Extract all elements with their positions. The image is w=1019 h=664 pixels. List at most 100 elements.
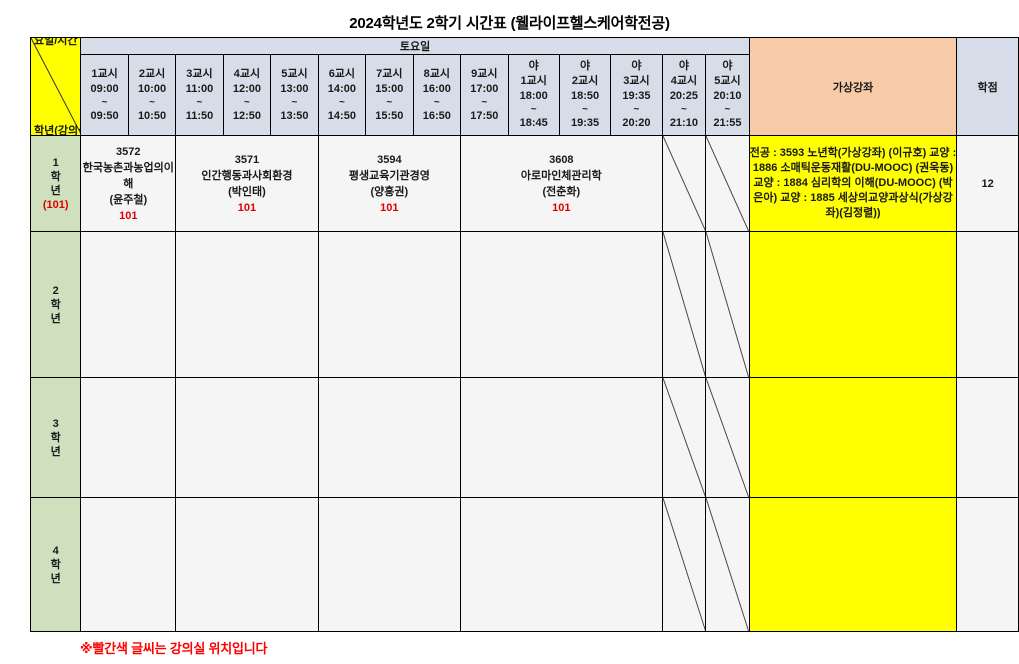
period-end: 19:35 bbox=[570, 117, 600, 129]
diagonal-line-icon bbox=[663, 232, 705, 377]
period-header-9: 9교시 17:00 ~ 17:50 bbox=[460, 54, 509, 136]
empty-slot[interactable] bbox=[175, 497, 319, 632]
period-end: 17:50 bbox=[470, 109, 499, 122]
period-tilde: ~ bbox=[433, 96, 440, 108]
period-tilde: ~ bbox=[101, 96, 108, 108]
period-name: 1교시 bbox=[520, 75, 547, 87]
period-name: 1교시 bbox=[91, 67, 118, 80]
period-end: 13:50 bbox=[280, 109, 309, 122]
period-header-1: 1교시 09:00 ~ 09:50 bbox=[80, 54, 129, 136]
period-tilde: ~ bbox=[530, 104, 537, 115]
diagonal-line-icon bbox=[31, 38, 80, 133]
year-room: (101) bbox=[42, 198, 69, 211]
night-prefix: 야 bbox=[631, 60, 642, 72]
credit-cell bbox=[956, 497, 1019, 632]
year-char-hak: 학 bbox=[50, 558, 61, 571]
empty-slot[interactable] bbox=[80, 497, 177, 632]
course-room: 101 bbox=[380, 201, 399, 214]
period-start: 18:00 bbox=[519, 90, 548, 102]
credit-cell bbox=[956, 377, 1019, 498]
empty-slot[interactable] bbox=[460, 497, 663, 632]
course-code: 3608 bbox=[549, 153, 574, 166]
period-start: 20:25 bbox=[669, 90, 698, 102]
year-number: 3 bbox=[52, 417, 59, 430]
course-professor: (박인태) bbox=[228, 185, 266, 198]
period-name: 4교시 bbox=[670, 75, 698, 87]
year-number: 4 bbox=[52, 544, 59, 557]
year-number: 2 bbox=[52, 284, 59, 297]
course-cell[interactable]: 3571 인간행동과사회환경 (박인태) 101 bbox=[175, 135, 319, 232]
period-start: 10:00 bbox=[137, 82, 167, 95]
page-title: 2024학년도 2학기 시간표 (웰라이프헬스케어학전공) bbox=[349, 15, 670, 32]
diagonal-line-icon bbox=[706, 136, 749, 231]
year-label-3: 3 학 년 bbox=[29, 377, 82, 498]
course-professor: (윤주철) bbox=[109, 193, 148, 206]
period-name: 3교시 bbox=[623, 75, 650, 87]
course-cell[interactable]: 3594 평생교육기관경영 (양흥권) 101 bbox=[317, 135, 462, 232]
empty-slot[interactable] bbox=[460, 377, 663, 498]
period-name: 6교시 bbox=[328, 67, 356, 80]
year-label-1: 1 학 년 (101) bbox=[29, 135, 82, 232]
course-cell[interactable]: 3572 한국농촌과농업의이해 (윤주철) 101 bbox=[80, 135, 177, 232]
virtual-course-cell[interactable] bbox=[748, 377, 958, 498]
period-name: 4교시 bbox=[233, 67, 261, 80]
period-header-3: 3교시 11:00 ~ 11:50 bbox=[175, 54, 224, 136]
period-end: 10:50 bbox=[137, 109, 167, 122]
empty-slot[interactable] bbox=[317, 231, 462, 378]
credit-header: 학점 bbox=[956, 37, 1019, 136]
virtual-course-cell[interactable] bbox=[748, 497, 958, 632]
course-code: 3594 bbox=[377, 153, 402, 166]
empty-slot-night-4 bbox=[661, 377, 707, 498]
empty-slot-night-4 bbox=[661, 231, 707, 378]
period-tilde: ~ bbox=[291, 96, 298, 108]
period-header-night-2: 야 2교시 18:50 ~ 19:35 bbox=[558, 54, 612, 136]
empty-slot[interactable] bbox=[460, 231, 663, 378]
period-name: 7교시 bbox=[376, 67, 403, 80]
period-start: 15:00 bbox=[375, 82, 404, 95]
header-day-row: 요일/시간 학년(강의실) 토요일 가상강좌 학점 bbox=[29, 37, 1019, 136]
period-header-2: 2교시 10:00 ~ 10:50 bbox=[127, 54, 177, 136]
virtual-course-cell[interactable] bbox=[748, 231, 958, 378]
empty-slot[interactable] bbox=[80, 377, 177, 498]
period-start: 20:10 bbox=[713, 90, 742, 102]
course-room: 101 bbox=[119, 209, 138, 222]
course-code: 3572 bbox=[116, 145, 141, 158]
period-end: 14:50 bbox=[327, 109, 356, 122]
period-tilde: ~ bbox=[338, 96, 345, 108]
period-header-7: 7교시 15:00 ~ 15:50 bbox=[365, 54, 414, 136]
diagonal-line-icon bbox=[663, 378, 705, 497]
period-start: 17:00 bbox=[470, 82, 499, 95]
period-header-5: 5교시 13:00 ~ 13:50 bbox=[270, 54, 319, 136]
course-cell[interactable]: 3608 아로마인체관리학 (전춘화) 101 bbox=[460, 135, 663, 232]
period-header-night-1: 야 1교시 18:00 ~ 18:45 bbox=[507, 54, 560, 136]
empty-slot[interactable] bbox=[175, 377, 319, 498]
empty-slot-night-5 bbox=[705, 497, 750, 632]
period-name: 5교시 bbox=[714, 75, 741, 87]
period-header-night-3: 야 3교시 19:35 ~ 20:20 bbox=[610, 54, 663, 136]
virtual-course-cell[interactable]: 전공 : 3593 노년학(가상강좌) (이규호) 교양 : 1886 소매틱운… bbox=[748, 135, 958, 232]
period-end: 16:50 bbox=[422, 109, 451, 122]
period-end: 21:55 bbox=[713, 117, 742, 129]
empty-slot[interactable] bbox=[317, 377, 462, 498]
empty-slot[interactable] bbox=[175, 231, 319, 378]
period-start: 18:50 bbox=[570, 90, 600, 102]
empty-slot[interactable] bbox=[317, 497, 462, 632]
corner-bottom-label: 학년(강의실) bbox=[34, 125, 80, 136]
day-header: 토요일 bbox=[80, 37, 750, 55]
table-row: 1 학 년 (101) 3572 한국농촌과농업의이해 (윤주철) 101 35… bbox=[29, 135, 1019, 232]
diagonal-line-icon bbox=[706, 378, 749, 497]
night-prefix: 야 bbox=[528, 60, 539, 72]
credit-cell bbox=[956, 231, 1019, 378]
period-header-night-4: 야 4교시 20:25 ~ 21:10 bbox=[661, 54, 707, 136]
period-tilde: ~ bbox=[633, 104, 640, 115]
period-name: 8교시 bbox=[423, 67, 450, 80]
course-room: 101 bbox=[552, 201, 571, 214]
period-name: 5교시 bbox=[281, 67, 308, 80]
year-char-nyeon: 년 bbox=[50, 445, 61, 458]
timetable: 요일/시간 학년(강의실) 토요일 가상강좌 학점 1교시 09:00 ~ 09… bbox=[29, 37, 1019, 632]
period-header-6: 6교시 14:00 ~ 14:50 bbox=[317, 54, 367, 136]
year-char-nyeon: 년 bbox=[50, 572, 61, 585]
empty-slot[interactable] bbox=[80, 231, 177, 378]
period-start: 14:00 bbox=[327, 82, 356, 95]
table-row: 2 학 년 bbox=[29, 231, 1019, 378]
